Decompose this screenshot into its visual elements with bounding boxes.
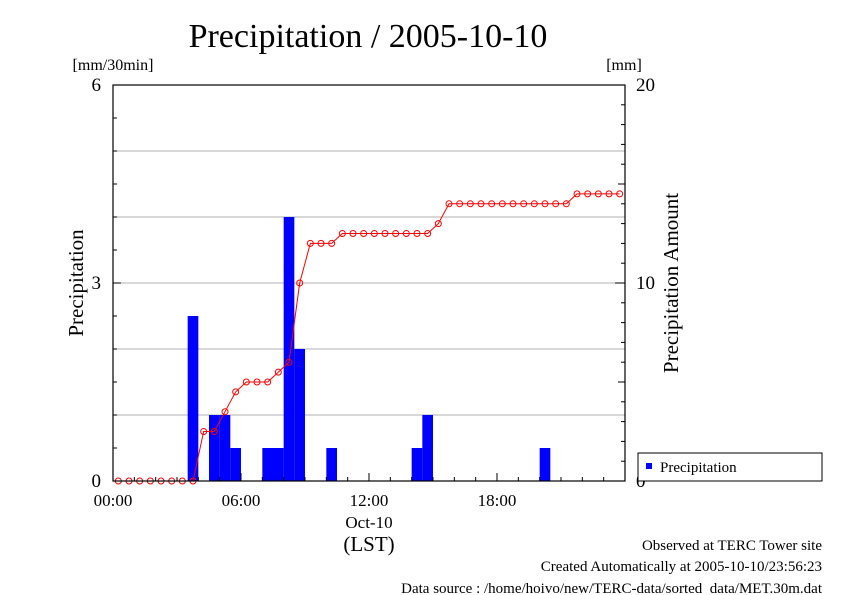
line-point: [413, 230, 421, 237]
left-axis-label: Precipitation: [64, 229, 88, 337]
footer-observed: Observed at TERC Tower site: [642, 538, 822, 554]
bar: [326, 448, 337, 481]
bar: [411, 448, 423, 481]
line-point: [605, 190, 613, 198]
line-point: [242, 378, 250, 386]
left-tick-label: 6: [92, 75, 102, 96]
x-tick-label: 18:00: [478, 491, 517, 510]
x-tick-label: 06:00: [222, 491, 261, 510]
line-point: [456, 200, 464, 208]
line-point: [466, 200, 474, 208]
line-point: [541, 200, 549, 208]
line-point: [306, 239, 314, 247]
line-point: [509, 200, 517, 208]
line-point: [616, 190, 624, 198]
bar: [422, 415, 433, 481]
axes: [112, 84, 626, 482]
x-unit-label: (LST): [343, 532, 394, 556]
x-date-label: Oct-10: [345, 513, 392, 532]
line-point: [573, 190, 581, 198]
line-point: [253, 378, 261, 386]
bar: [187, 316, 199, 481]
bar: [230, 448, 241, 481]
right-tick-label: 10: [636, 273, 655, 294]
line-point: [285, 358, 293, 366]
line-point: [232, 388, 240, 396]
line-series: [114, 190, 624, 485]
line-point: [317, 239, 325, 247]
bar: [539, 448, 551, 481]
bar: [262, 448, 273, 481]
legend-swatch: [646, 463, 652, 469]
left-tick-label: 3: [92, 273, 102, 294]
line-point: [477, 200, 485, 208]
line-point: [424, 230, 432, 237]
line-point: [338, 230, 346, 237]
bar: [294, 349, 305, 481]
line-point: [264, 378, 272, 386]
line-point: [200, 428, 208, 435]
bar-series: [187, 217, 551, 481]
footer-created: Created Automatically at 2005-10-10/23:5…: [541, 559, 822, 575]
line-point: [498, 200, 506, 208]
right-tick-label: 20: [636, 75, 655, 96]
line-point: [210, 428, 218, 435]
line-point: [488, 200, 496, 208]
bar: [273, 448, 284, 481]
right-axis-label: Precipitation Amount: [659, 193, 683, 373]
legend-label: Precipitation: [660, 460, 737, 476]
line-point: [328, 239, 336, 247]
line-point: [296, 279, 304, 287]
line-point: [520, 200, 528, 208]
bar: [219, 415, 231, 481]
line-point: [274, 368, 282, 376]
line-point: [370, 230, 378, 237]
line-point: [552, 200, 560, 208]
line-point: [392, 230, 400, 237]
line-point: [381, 230, 389, 237]
legend-box: [637, 452, 823, 482]
line-point: [594, 190, 602, 198]
line-point: [530, 200, 538, 208]
line-point: [402, 230, 410, 237]
footer-source: Data source : /home/hoivo/new/TERC-data/…: [401, 581, 823, 595]
line-point: [562, 200, 570, 208]
legend: Precipitation: [637, 452, 823, 482]
right-axis-unit: [mm]: [606, 57, 642, 74]
line-point: [434, 220, 442, 228]
line-point: [584, 190, 592, 198]
line-point: [360, 230, 368, 237]
bar: [209, 415, 220, 481]
line-point: [349, 230, 357, 237]
left-tick-label: 0: [92, 471, 102, 492]
chart-title: Precipitation / 2005-10-10: [189, 18, 548, 55]
line-point: [445, 200, 453, 208]
x-tick-label: 12:00: [350, 491, 389, 510]
left-axis-unit: [mm/30min]: [73, 57, 154, 74]
x-tick-label: 00:00: [94, 491, 133, 510]
line-point: [221, 408, 229, 416]
bar: [283, 217, 295, 481]
cumulative-line: [118, 193, 620, 482]
